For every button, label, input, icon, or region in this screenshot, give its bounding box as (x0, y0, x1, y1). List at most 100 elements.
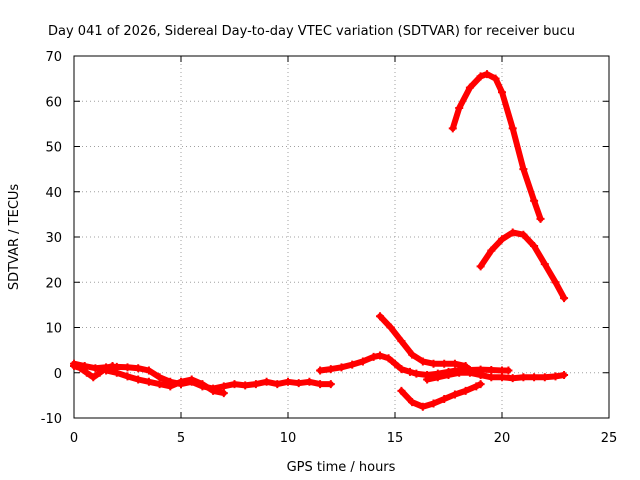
series-arc-7 (448, 70, 545, 223)
data-point-marker (155, 380, 164, 389)
data-point-marker (461, 386, 470, 395)
data-point-marker (358, 357, 367, 366)
data-point-marker (519, 165, 528, 174)
data-point-marker (483, 70, 492, 79)
data-point-marker (91, 364, 100, 373)
data-point-marker (219, 389, 228, 398)
data-point-marker (448, 124, 457, 133)
x-tick-label: 25 (601, 431, 618, 446)
data-point-marker (444, 371, 453, 380)
series-arc-3 (102, 366, 228, 398)
data-point-marker (369, 352, 378, 361)
data-point-marker (305, 377, 314, 386)
data-point-marker (408, 350, 417, 359)
chart-title: Day 041 of 2026, Sidereal Day-to-day VTE… (48, 24, 575, 39)
data-point-marker (536, 214, 545, 223)
data-point-marker (476, 371, 485, 380)
data-point-marker (519, 230, 528, 239)
data-point-marker (187, 375, 196, 384)
data-point-marker (384, 354, 393, 363)
data-point-marker (455, 104, 464, 113)
y-tick-label: 60 (45, 95, 62, 110)
data-point-marker (230, 380, 239, 389)
data-series (70, 70, 569, 411)
x-tick-label: 5 (177, 431, 185, 446)
data-point-marker (418, 402, 427, 411)
data-point-marker (498, 88, 506, 97)
data-point-marker (465, 83, 474, 92)
data-point-marker (386, 323, 395, 332)
data-point-marker (177, 377, 185, 386)
data-point-marker (337, 363, 346, 372)
y-tick-label: 20 (45, 276, 62, 291)
data-point-marker (134, 375, 143, 384)
data-point-marker (508, 228, 517, 237)
data-point-marker (89, 373, 98, 382)
data-point-marker (476, 72, 485, 81)
data-point-marker (540, 260, 549, 269)
data-point-marker (134, 364, 143, 373)
x-tick-label: 15 (387, 431, 404, 446)
data-point-marker (440, 394, 449, 403)
y-axis-label: SDTVAR / TECUs (7, 184, 22, 291)
data-point-marker (397, 386, 406, 395)
data-point-marker (251, 380, 260, 389)
data-point-marker (326, 365, 335, 374)
data-point-marker (166, 382, 175, 391)
data-point-marker (82, 368, 91, 377)
data-point-marker (376, 312, 385, 321)
data-point-marker (498, 373, 506, 382)
data-point-marker (397, 365, 406, 374)
data-point-marker (450, 359, 459, 368)
y-tick-label: 30 (45, 231, 62, 246)
data-point-marker (504, 366, 513, 375)
data-point-marker (455, 368, 464, 377)
data-point-marker (560, 294, 569, 303)
data-point-marker (262, 377, 271, 386)
y-tick-label: 70 (45, 50, 62, 65)
data-point-marker (461, 361, 470, 370)
data-point-marker (391, 359, 399, 368)
data-point-marker (487, 373, 496, 382)
data-point-marker (80, 361, 89, 370)
data-point-marker (284, 377, 292, 386)
data-point-marker (491, 74, 500, 83)
data-point-marker (551, 278, 560, 287)
data-point-marker (508, 374, 517, 383)
data-point-marker (70, 359, 78, 368)
data-point-marker (408, 398, 417, 407)
data-point-marker (241, 381, 250, 390)
data-point-marker (326, 380, 335, 389)
data-point-marker (530, 196, 539, 205)
data-point-marker (273, 380, 282, 389)
data-point-marker (476, 262, 485, 271)
data-point-marker (155, 373, 164, 382)
y-tick-label: 10 (45, 322, 62, 337)
data-point-marker (429, 399, 438, 408)
data-point-marker (551, 372, 560, 381)
data-point-marker (440, 359, 449, 368)
data-point-marker (472, 382, 481, 391)
x-tick-label: 20 (494, 431, 511, 446)
y-tick-label: 40 (45, 186, 62, 201)
data-point-marker (433, 373, 442, 382)
series-arc-9 (423, 368, 569, 384)
data-point-marker (405, 367, 414, 376)
series-arc-5 (376, 312, 470, 370)
y-tick-label: 50 (45, 141, 62, 156)
x-axis-label: GPS time / hours (287, 460, 396, 475)
data-point-marker (316, 380, 325, 389)
axis-ticks: 0 5 10 15 20 25 -10 0 10 20 30 40 50 60 70 (41, 50, 618, 446)
x-tick-label: 0 (70, 431, 78, 446)
data-point-marker (316, 366, 325, 375)
data-point-marker (348, 360, 357, 369)
data-point-marker (429, 359, 438, 368)
x-tick-label: 10 (280, 431, 297, 446)
data-point-marker (123, 372, 132, 381)
data-point-marker (476, 380, 485, 389)
data-point-marker (294, 379, 303, 388)
data-point-marker (498, 235, 506, 244)
data-point-marker (198, 380, 207, 389)
data-point-marker (487, 366, 496, 375)
